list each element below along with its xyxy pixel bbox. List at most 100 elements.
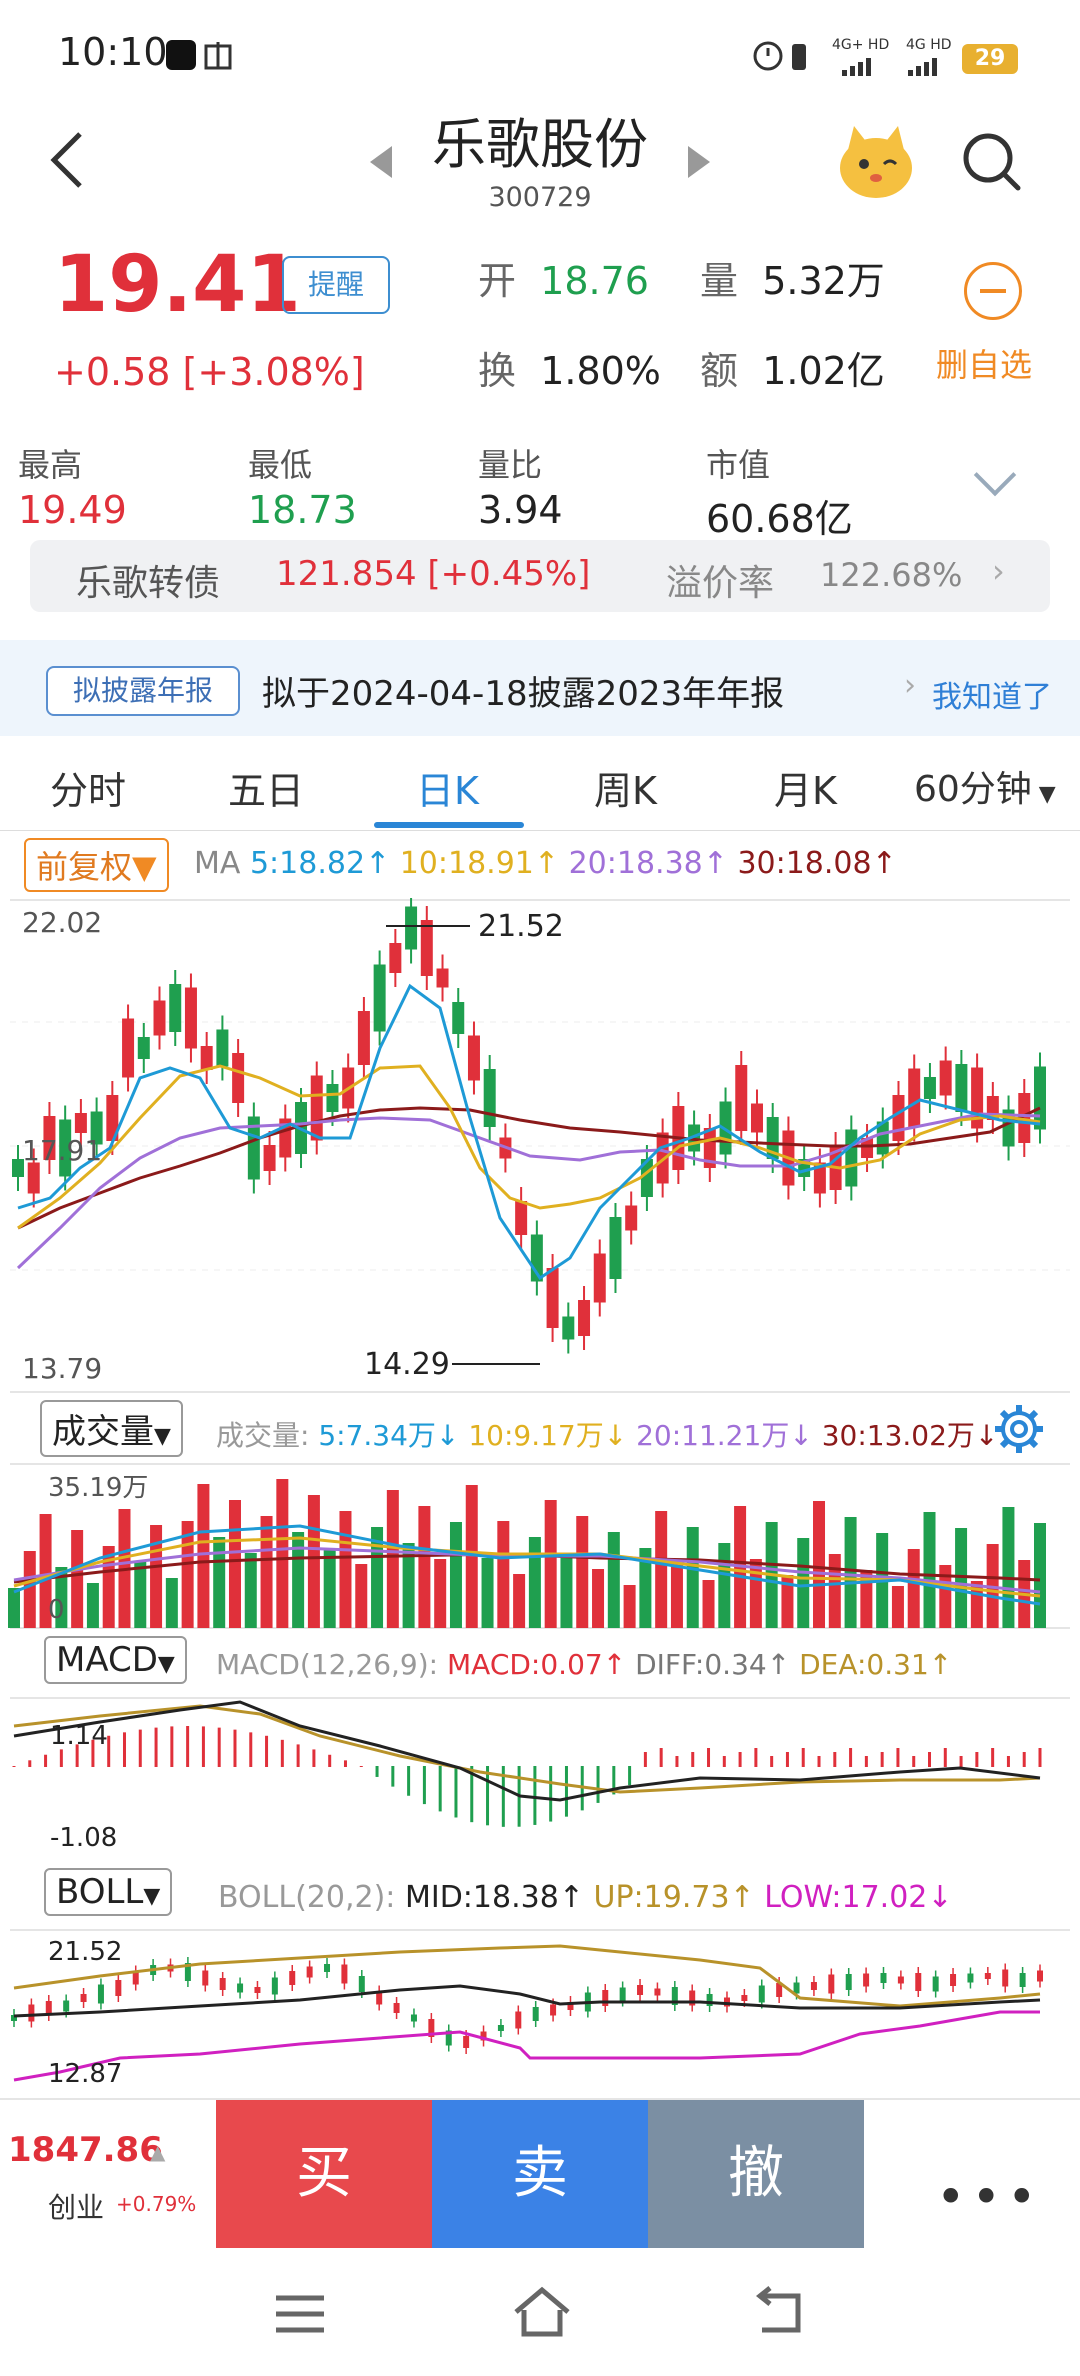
macd-bar	[801, 1748, 805, 1767]
notice-ack-button[interactable]: 我知道了	[932, 680, 1052, 715]
signal-icon	[842, 58, 871, 76]
macd-bar	[138, 1729, 142, 1767]
macd-bar	[722, 1756, 726, 1767]
volume-bar	[39, 1514, 52, 1628]
expand-chevron-icon[interactable]	[973, 453, 1017, 497]
menu-icon[interactable]	[272, 2292, 328, 2336]
volume-bar	[86, 1583, 99, 1628]
ma20-line	[16, 1112, 1041, 1270]
macd-bar	[912, 1756, 916, 1767]
macd-bar	[849, 1748, 853, 1767]
boll-candle-body	[271, 1977, 278, 1995]
candle-body	[735, 1065, 748, 1131]
caret-down-icon: ▼	[154, 1424, 171, 1449]
prev-stock-icon[interactable]	[370, 146, 392, 178]
mascot-icon[interactable]	[834, 120, 918, 204]
macd-bar	[296, 1744, 300, 1767]
system-nav-bar	[0, 2248, 1080, 2376]
candle-body	[74, 1113, 87, 1133]
kline-chart[interactable]: 22.02 17.91 13.79 21.52 14.29	[0, 898, 1080, 1394]
more-button[interactable]: •••	[936, 2168, 1043, 2226]
boll-candle-body	[671, 1987, 678, 2005]
settings-gear-icon[interactable]	[992, 1402, 1046, 1456]
macd-bar	[628, 1766, 632, 1786]
vol-ma5-label: 5:7.34万↓	[318, 1419, 460, 1452]
volume-bar	[339, 1511, 352, 1628]
macd-bar	[738, 1752, 742, 1767]
ma10-line	[17, 1064, 1041, 1230]
buy-button[interactable]: 买	[216, 2100, 432, 2248]
macd-bar	[186, 1726, 190, 1767]
volume-label: 量	[700, 259, 739, 303]
tab-intraday[interactable]: 分时	[50, 769, 127, 813]
back-icon[interactable]	[40, 120, 100, 200]
macd-bar	[201, 1726, 205, 1767]
volume-bar	[813, 1501, 826, 1628]
boll-up: UP:19.73↑	[593, 1880, 755, 1915]
adjust-selector[interactable]: 前复权▼	[24, 838, 169, 892]
volume-selector[interactable]: 成交量▼	[40, 1400, 183, 1457]
boll-candle-body	[341, 1964, 348, 1984]
candle-body	[923, 1077, 936, 1099]
tab-daily-k[interactable]: 日K	[416, 769, 479, 813]
boll-ymin: 12.87	[48, 2059, 122, 2089]
dea-value: DEA:0.31↑	[799, 1648, 953, 1681]
tab-monthly-k[interactable]: 月K	[774, 769, 837, 813]
volume-stat: 量 5.32万	[700, 250, 885, 305]
ma20-label: 20:18.38↑	[568, 846, 728, 881]
stock-code: 300729	[488, 182, 592, 213]
boll-candle-body	[1002, 1969, 1009, 1987]
boll-candle-body	[45, 2001, 52, 2015]
macd-bar	[470, 1766, 474, 1823]
diff-line	[13, 1700, 1041, 1802]
remove-watchlist-button[interactable]: 删自选	[936, 346, 1033, 384]
macd-bar	[785, 1752, 789, 1767]
battery-icon: 29	[962, 44, 1018, 74]
candle-body	[357, 1011, 370, 1065]
remove-watchlist-icon[interactable]	[964, 262, 1022, 320]
candle-body	[263, 1145, 276, 1171]
volume-bar	[213, 1537, 226, 1628]
back-nav-icon[interactable]	[752, 2286, 808, 2338]
macd-bar	[707, 1748, 711, 1767]
volume-chart[interactable]: 35.19万 0	[0, 1462, 1080, 1630]
sell-button[interactable]: 卖	[432, 2100, 648, 2248]
home-icon[interactable]	[510, 2284, 574, 2340]
kline-axis-labels: 22.02 17.91 13.79	[22, 906, 102, 1385]
boll-candle-body	[689, 1990, 696, 2006]
boll-candle-body	[619, 1987, 626, 2001]
index-value[interactable]: 1847.86	[8, 2130, 163, 2170]
kline-ymax: 22.02	[22, 906, 102, 939]
volume-bar	[513, 1574, 526, 1628]
candle-body	[515, 1201, 528, 1235]
remind-button[interactable]: 提醒	[282, 256, 390, 314]
macd-bar	[107, 1735, 111, 1767]
macd-bar	[754, 1748, 758, 1767]
ma5-line	[17, 983, 1041, 1281]
next-stock-icon[interactable]	[688, 146, 710, 178]
tab-60min[interactable]: 60分钟 ▼	[914, 760, 1056, 812]
candle-body	[247, 1116, 260, 1180]
macd-chart[interactable]: 1.14 -1.08	[0, 1696, 1080, 1860]
tab-five-day[interactable]: 五日	[228, 769, 305, 813]
volume-bar	[923, 1512, 936, 1628]
ma30-line	[17, 1106, 1041, 1230]
status-time: 10:10	[58, 30, 168, 74]
convertible-bond-row[interactable]: 乐歌转债 121.854 [+0.45%] 溢价率 122.68% ›	[30, 540, 1050, 612]
ma10-label: 10:18.91↑	[399, 846, 560, 881]
macd-histogram	[12, 1726, 1042, 1827]
volume-bar	[749, 1559, 762, 1628]
macd-selector[interactable]: MACD▼	[44, 1636, 187, 1684]
signal-icon-2	[908, 58, 937, 76]
macd-bar	[691, 1752, 695, 1767]
cancel-order-button[interactable]: 撤	[648, 2100, 864, 2248]
stat-cap-value: 60.68亿	[706, 497, 853, 541]
macd-bar	[817, 1756, 821, 1767]
tab-weekly-k[interactable]: 周K	[594, 769, 657, 813]
boll-selector[interactable]: BOLL▼	[44, 1868, 173, 1916]
volume-bar	[639, 1548, 652, 1628]
search-icon[interactable]	[960, 130, 1024, 194]
volume-bar	[71, 1530, 84, 1628]
boll-chart[interactable]: 21.52 12.87	[0, 1928, 1080, 2098]
app-notification-icons	[166, 40, 232, 70]
